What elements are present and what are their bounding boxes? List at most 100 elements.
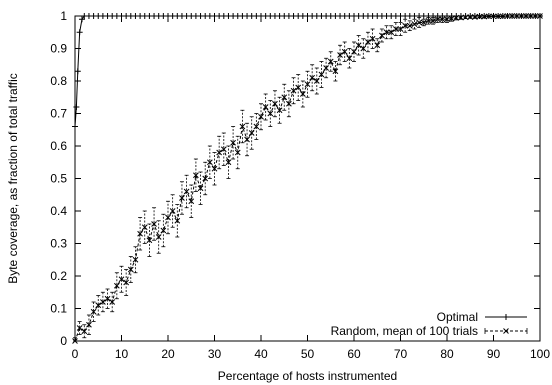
- error-bar: [310, 64, 315, 92]
- error-bar: [77, 321, 82, 335]
- y-tick-label: 0.6: [50, 139, 67, 153]
- error-bar: [333, 61, 338, 82]
- y-tick-label: 0.9: [50, 42, 67, 56]
- y-tick-label: 0.4: [50, 204, 67, 218]
- error-bar: [235, 135, 240, 170]
- error-bar: [263, 93, 268, 121]
- data-point: [351, 48, 357, 55]
- data-point: [276, 107, 283, 114]
- error-bar: [198, 171, 203, 205]
- data-point: [151, 221, 157, 227]
- error-bar: [207, 145, 212, 179]
- error-bar: [328, 51, 333, 72]
- error-bar: [268, 100, 273, 127]
- error-bar: [114, 272, 119, 300]
- error-bar: [226, 145, 231, 179]
- data-point: [472, 14, 478, 20]
- data-point: [234, 149, 241, 156]
- x-tick-label: 10: [115, 347, 129, 361]
- error-bar: [179, 181, 184, 215]
- error-bar: [291, 77, 296, 105]
- data-point: [453, 15, 460, 21]
- error-bar: [105, 288, 110, 309]
- error-bar: [431, 17, 436, 25]
- legend-entry: Optimal: [437, 310, 527, 324]
- data-point: [313, 78, 320, 84]
- error-bar: [142, 210, 147, 244]
- error-bar: [133, 246, 138, 274]
- error-bar: [375, 38, 380, 53]
- data-point: [341, 48, 348, 55]
- x-tick-label: 0: [72, 347, 79, 361]
- data-point: [127, 266, 134, 273]
- data-point: [267, 110, 274, 117]
- x-tick-label: 40: [254, 347, 268, 361]
- data-point: [337, 52, 343, 58]
- data-point: [332, 68, 339, 75]
- data-point: [490, 13, 497, 20]
- data-point: [179, 195, 185, 201]
- data-point: [388, 29, 395, 36]
- error-bar: [152, 207, 157, 241]
- data-point: [73, 104, 80, 110]
- data-point: [132, 256, 139, 263]
- data-point: [262, 104, 269, 110]
- data-point: [527, 13, 534, 19]
- error-bar: [277, 96, 282, 124]
- data-point: [462, 14, 469, 21]
- error-bar: [282, 83, 287, 111]
- data-point: [76, 29, 83, 36]
- data-point: [327, 58, 334, 65]
- data-point: [532, 13, 539, 19]
- legend-marker: [503, 314, 509, 320]
- x-axis-label: Percentage of hosts instrumented: [218, 369, 397, 383]
- data-point: [104, 295, 111, 302]
- data-point: [309, 74, 316, 81]
- error-bar: [403, 18, 408, 33]
- legend-entry: Random, mean of 100 trials: [331, 324, 528, 338]
- error-bar: [91, 301, 96, 322]
- error-bar: [352, 41, 356, 62]
- data-point: [109, 299, 116, 305]
- data-point: [318, 71, 325, 78]
- data-point: [193, 172, 199, 179]
- data-point: [118, 276, 125, 283]
- data-point: [434, 16, 441, 23]
- data-point: [169, 208, 176, 214]
- error-bar: [361, 38, 366, 59]
- x-tick-label: 90: [487, 347, 501, 361]
- data-point: [113, 282, 120, 289]
- data-point: [74, 68, 81, 75]
- axis-ticks: [74, 15, 541, 342]
- error-bar: [221, 132, 226, 166]
- data-point: [485, 13, 492, 20]
- x-tick-label: 80: [440, 347, 454, 361]
- data-point: [281, 94, 288, 101]
- plot-frame: [74, 15, 541, 342]
- error-bar: [82, 324, 87, 339]
- data-point: [346, 55, 353, 62]
- error-bar: [296, 74, 301, 101]
- data-point: [225, 159, 232, 166]
- error-bar: [184, 174, 189, 209]
- y-tick-label: 0.8: [50, 74, 67, 88]
- error-bar: [156, 220, 161, 254]
- data-point: [155, 234, 162, 240]
- data-point: [476, 13, 483, 20]
- data-point: [537, 13, 543, 19]
- y-tick-label: 0.5: [50, 172, 67, 186]
- error-bar: [365, 31, 370, 53]
- data-point: [95, 302, 102, 309]
- error-bar: [86, 314, 91, 335]
- error-bar: [147, 223, 152, 257]
- data-point: [76, 325, 83, 331]
- data-point: [481, 13, 488, 20]
- error-bar: [193, 158, 198, 192]
- error-bar: [393, 22, 398, 36]
- error-bar: [175, 204, 180, 238]
- data-point: [165, 214, 171, 221]
- error-bar: [300, 80, 305, 108]
- data-point: [90, 308, 97, 315]
- error-bar: [231, 126, 236, 160]
